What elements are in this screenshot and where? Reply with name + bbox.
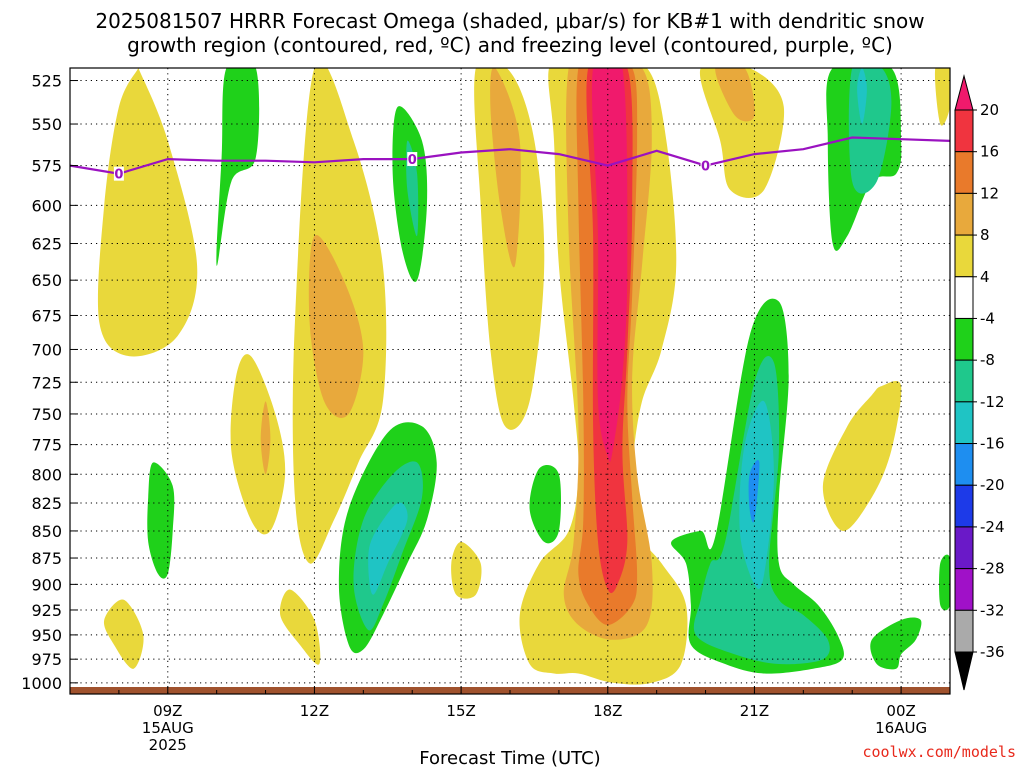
title-line-2: growth region (contoured, red, ºC) and f… — [127, 33, 893, 57]
ytick-label-1000: 1000 — [21, 674, 62, 693]
ytick-label-875: 875 — [31, 549, 62, 568]
chart-title: 2025081507 HRRR Forecast Omega (shaded, … — [95, 9, 924, 57]
omega-region-neg12-33 — [857, 68, 867, 124]
colorbar-box-5 — [954, 317, 974, 361]
xtick-label-24-0: 00Z — [886, 702, 915, 720]
omega-region-pos4-0 — [97, 68, 198, 357]
freezing-label-20: 0 — [701, 160, 710, 175]
title-line-1: 2025081507 HRRR Forecast Omega (shaded, … — [95, 9, 924, 33]
colorbar-box-7 — [954, 401, 974, 445]
ytick-label-625: 625 — [31, 235, 62, 254]
ytick-label-750: 750 — [31, 405, 62, 424]
xtick-label-15-0: 15Z — [446, 702, 475, 720]
omega-region-pos4-18 — [934, 68, 950, 126]
ytick-label-825: 825 — [31, 494, 62, 513]
ytick-label-600: 600 — [31, 196, 62, 215]
colorbar-box-11 — [954, 568, 974, 611]
omega-region-pos4-6 — [279, 589, 321, 665]
colorbar-label-12: -32 — [980, 601, 1005, 619]
freezing-label-bg-20 — [700, 158, 711, 173]
xtick-label-18-0: 18Z — [593, 702, 622, 720]
omega-region-pos4-7 — [451, 541, 482, 599]
ytick-label-725: 725 — [31, 373, 62, 392]
colorbar-box-10 — [954, 526, 974, 570]
colorbar-label-6: -8 — [980, 351, 995, 369]
colorbar-label-0: 20 — [980, 101, 999, 119]
colorbar-box-6 — [954, 359, 974, 403]
freezing-label-bg-8 — [113, 166, 124, 181]
colorbar-label-7: -12 — [980, 393, 1005, 411]
colorbar-box-8 — [954, 443, 974, 486]
xtick-label-9-1: 15AUG — [142, 719, 194, 737]
omega-region-neg4-26 — [529, 464, 562, 544]
colorbar-label-13: -36 — [980, 643, 1005, 661]
omega-shading — [97, 68, 950, 685]
xtick-label-21-0: 21Z — [740, 702, 769, 720]
colorbar-label-9: -20 — [980, 476, 1005, 494]
colorbar-label-5: -4 — [980, 309, 995, 327]
ytick-label-575: 575 — [31, 157, 62, 176]
colorbar-label-8: -16 — [980, 435, 1005, 453]
ytick-label-700: 700 — [31, 340, 62, 359]
colorbar-box-9 — [954, 484, 974, 528]
grid-lines — [70, 68, 950, 694]
colorbar-box-3 — [954, 234, 974, 278]
colorbar-label-3: 8 — [980, 226, 990, 244]
ytick-label-550: 550 — [31, 115, 62, 134]
omega-region-neg12-25 — [368, 502, 408, 595]
colorbar: 20 16 12 8 4 -4 -8 -12 -16 -20 -24 -28 -32 -36 — [954, 74, 1005, 691]
xtick-label-24-1: 16AUG — [875, 719, 927, 737]
ytick-label-850: 850 — [31, 522, 62, 541]
colorbar-label-4: 4 — [980, 268, 990, 286]
omega-region-pos8-5 — [308, 235, 364, 418]
colorbar-label-1: 16 — [980, 143, 999, 161]
freezing-label-14: 0 — [408, 153, 417, 168]
ytick-label-525: 525 — [31, 72, 62, 91]
omega-region-neg4-35 — [939, 554, 950, 611]
colorbar-box-4 — [954, 276, 974, 319]
colorbar-box-12 — [954, 609, 974, 653]
omega-region-pos8-9 — [490, 68, 521, 268]
omega-region-pos8-2 — [260, 401, 271, 475]
omega-region-neg4-19 — [216, 68, 260, 266]
freezing-label-bg-14 — [407, 152, 418, 167]
xtick-label-12-0: 12Z — [300, 702, 329, 720]
xtick-label-9-0: 09Z — [153, 702, 182, 720]
credit-link[interactable]: coolwx.com/models — [862, 743, 1016, 761]
ytick-label-975: 975 — [31, 650, 62, 669]
ytick-label-775: 775 — [31, 436, 62, 455]
omega-region-neg16-30 — [748, 460, 760, 523]
omega-region-pos4-17 — [822, 380, 902, 532]
omega-region-neg4-34 — [870, 617, 922, 670]
colorbar-top-triangle — [954, 74, 974, 111]
omega-region-pos20-14 — [591, 68, 628, 462]
ytick-label-925: 925 — [31, 601, 62, 620]
ytick-label-950: 950 — [31, 626, 62, 645]
colorbar-box-1 — [954, 151, 974, 194]
freezing-label-8: 0 — [114, 168, 123, 183]
ytick-label-650: 650 — [31, 271, 62, 290]
pressure-axis: 525 550 575 600 625 650 675 700 725 750 775 800 825 8… — [21, 72, 78, 693]
colorbar-label-2: 12 — [980, 184, 999, 202]
xtick-label-9-2: 2025 — [149, 736, 187, 754]
omega-region-neg4-22 — [147, 462, 175, 579]
omega-region-pos4-3 — [103, 599, 144, 669]
colorbar-label-10: -24 — [980, 518, 1005, 536]
colorbar-box-2 — [954, 192, 974, 236]
freezing-level-line — [70, 136, 950, 175]
x-axis-label: Forecast Time (UTC) — [419, 748, 600, 768]
omega-region-pos4-15 — [699, 68, 785, 198]
colorbar-box-0 — [954, 109, 974, 153]
colorbar-label-11: -28 — [980, 560, 1005, 578]
omega-region-pos8-16 — [715, 68, 755, 122]
colorbar-bottom-triangle — [954, 651, 974, 691]
ytick-label-900: 900 — [31, 575, 62, 594]
ytick-label-800: 800 — [31, 465, 62, 484]
ytick-label-675: 675 — [31, 306, 62, 325]
freezing-level-contour: 0 0 0 — [70, 136, 950, 183]
